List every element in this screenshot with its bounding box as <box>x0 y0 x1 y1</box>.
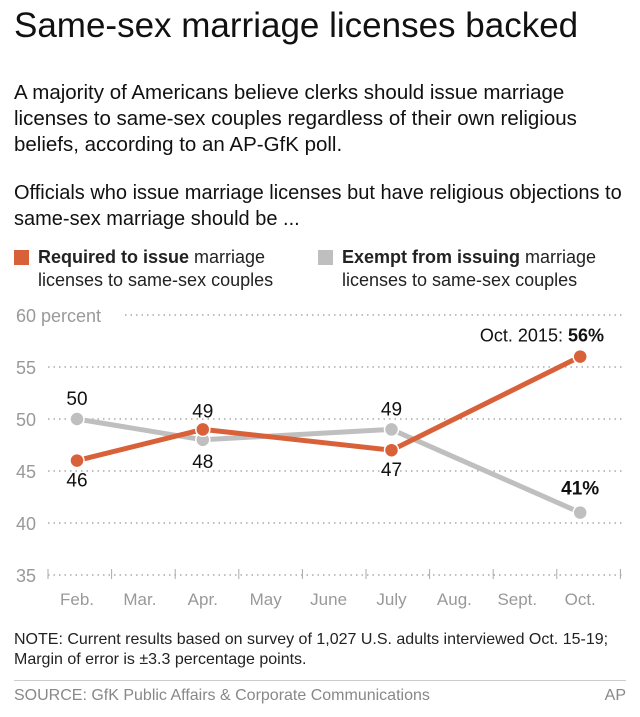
x-tick-label: Oct. <box>565 590 596 609</box>
x-tick-label: Aug. <box>437 590 472 609</box>
y-tick-label: 35 <box>16 566 36 586</box>
divider <box>14 680 626 681</box>
x-tick-label: July <box>376 590 407 609</box>
data-point <box>572 504 588 521</box>
source: SOURCE: GfK Public Affairs & Corporate C… <box>14 687 430 704</box>
legend-rest: marriage <box>520 247 597 267</box>
data-point <box>572 348 588 365</box>
series-line-1 <box>76 416 582 515</box>
data-label: 46 <box>66 471 87 492</box>
x-tick-label: Apr. <box>188 590 218 609</box>
data-label: 47 <box>381 460 402 481</box>
legend-bold: Exempt from issuing <box>342 247 521 267</box>
chart-subtitle: A majority of Americans believe clerks s… <box>14 81 577 156</box>
data-label: 49 <box>192 401 213 422</box>
legend-swatch-gray <box>318 250 333 265</box>
question-text: Officials who issue marriage licenses bu… <box>14 182 622 230</box>
credit: AP <box>604 687 626 704</box>
data-point <box>195 421 211 438</box>
annotation-value: 56% <box>568 326 604 346</box>
legend-line2: licenses to same-sex couples <box>342 270 578 290</box>
annotation-oct-2015: Oct. 2015: 56% <box>480 326 604 346</box>
data-label: 48 <box>192 452 213 473</box>
y-tick-label: 60 percent <box>16 306 101 326</box>
y-tick-label: 55 <box>16 358 36 378</box>
line-chart: 35 40 45 50 55 60 percent Feb. Mar. Apr. May June J… <box>16 306 624 609</box>
y-tick-label: 50 <box>16 410 36 430</box>
data-label: 41% <box>561 479 599 500</box>
data-point <box>383 442 400 458</box>
annotation-prefix: Oct. 2015: <box>480 326 568 346</box>
x-tick-label: June <box>310 590 347 609</box>
legend-swatch-orange <box>14 250 29 265</box>
x-tick-label: Sept. <box>497 590 537 609</box>
data-point <box>69 452 85 469</box>
legend-required: Required to issue marriage licenses to sa… <box>14 246 273 292</box>
x-tick-label: Mar. <box>123 590 156 609</box>
series-line-0 <box>76 354 582 464</box>
legend-bold: Required to issue <box>38 247 190 267</box>
chart-title: Same-sex marriage licenses backed <box>14 6 579 45</box>
data-label: 50 <box>66 389 87 410</box>
x-tick-label: May <box>250 590 283 609</box>
data-point <box>383 421 400 438</box>
legend-line2: licenses to same-sex couples <box>38 270 274 290</box>
y-tick-label: 45 <box>16 462 36 482</box>
data-label: 49 <box>381 399 402 420</box>
data-point <box>69 411 85 427</box>
legend-rest: marriage <box>189 247 266 267</box>
y-tick-label: 40 <box>16 514 36 534</box>
note: NOTE: Current results based on survey of… <box>14 631 609 668</box>
legend-exempt: Exempt from issuing marriage licenses to … <box>318 246 596 292</box>
x-tick-label: Feb. <box>60 590 94 609</box>
